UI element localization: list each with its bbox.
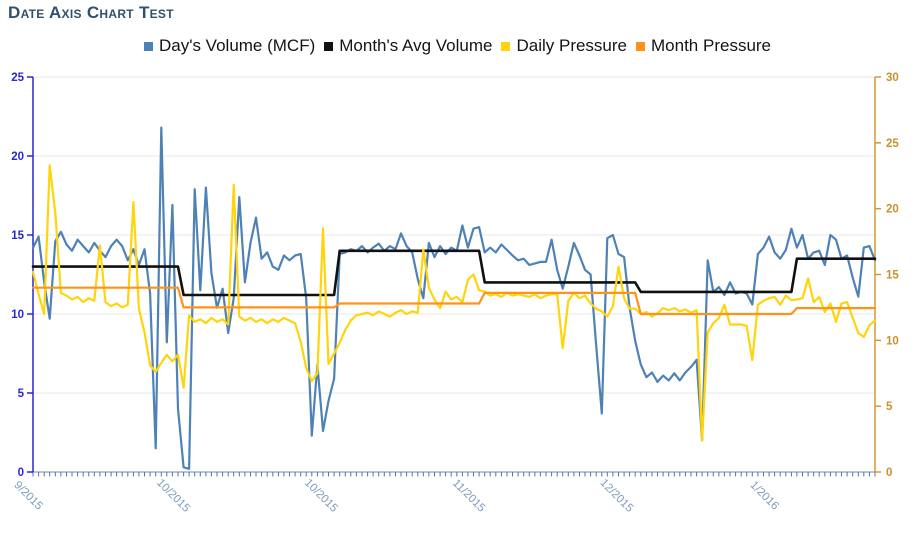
- left-axis-tick-label: 10: [11, 309, 24, 321]
- series-line-month-s-avg-volume: [31, 249, 877, 297]
- page-title: Date Axis Chart Test: [8, 3, 174, 22]
- legend-marker-month-s-avg-volume: [324, 41, 334, 51]
- x-axis: 9/2015 10/2015 10/2015 11/2015 12/2015 1/2016: [11, 471, 876, 515]
- series-line-month-pressure: [31, 286, 877, 316]
- left-axis-tick-label: 25: [11, 72, 24, 84]
- legend-label: Month's Avg Volume: [339, 36, 493, 55]
- legend-marker-day-s-volume-mcf: [143, 41, 153, 51]
- x-axis-label: 11/2015: [450, 477, 487, 514]
- left-axis-tick-label: 15: [11, 230, 24, 242]
- legend-marker-daily-pressure: [501, 41, 511, 51]
- right-axis-tick-label: 15: [886, 270, 899, 282]
- left-axis-tick-label: 0: [18, 467, 24, 479]
- right-axis-tick-label: 10: [886, 335, 899, 347]
- legend-item-day-s-volume-mcf[interactable]: Day's Volume (MCF): [143, 36, 316, 56]
- right-axis-tick-label: 20: [886, 204, 899, 216]
- right-axis-tick-label: 30: [886, 72, 899, 84]
- right-axis-tick-label: 25: [886, 138, 899, 150]
- right-axis: 0 5 10 15 20 25 30: [874, 72, 899, 479]
- x-axis-label: 10/2015: [302, 477, 340, 515]
- x-axis-label: 1/2016: [747, 479, 780, 512]
- right-axis-tick-label: 5: [886, 401, 893, 413]
- x-axis-label: 9/2015: [11, 479, 44, 512]
- legend-item-month-pressure[interactable]: Month Pressure: [636, 36, 771, 56]
- x-axis-minor-ticks: [32, 472, 876, 477]
- legend-label: Month Pressure: [651, 36, 772, 55]
- legend-item-daily-pressure[interactable]: Daily Pressure: [501, 36, 627, 56]
- legend-label: Daily Pressure: [516, 36, 628, 55]
- right-axis-tick-label: 0: [886, 467, 892, 479]
- series-line-daily-pressure: [31, 164, 877, 442]
- left-axis-tick-label: 5: [18, 388, 25, 400]
- x-axis-label: 12/2015: [597, 477, 635, 515]
- legend-label: Day's Volume (MCF): [158, 36, 316, 55]
- chart-legend: Day's Volume (MCF) Month's Avg Volume Dail…: [0, 36, 915, 56]
- left-axis: 0 5 10 15 20 25: [11, 72, 34, 479]
- legend-marker-month-pressure: [636, 41, 646, 51]
- legend-item-month-s-avg-volume[interactable]: Month's Avg Volume: [324, 36, 492, 56]
- x-axis-label: 10/2015: [154, 477, 192, 515]
- left-axis-tick-label: 20: [11, 151, 24, 163]
